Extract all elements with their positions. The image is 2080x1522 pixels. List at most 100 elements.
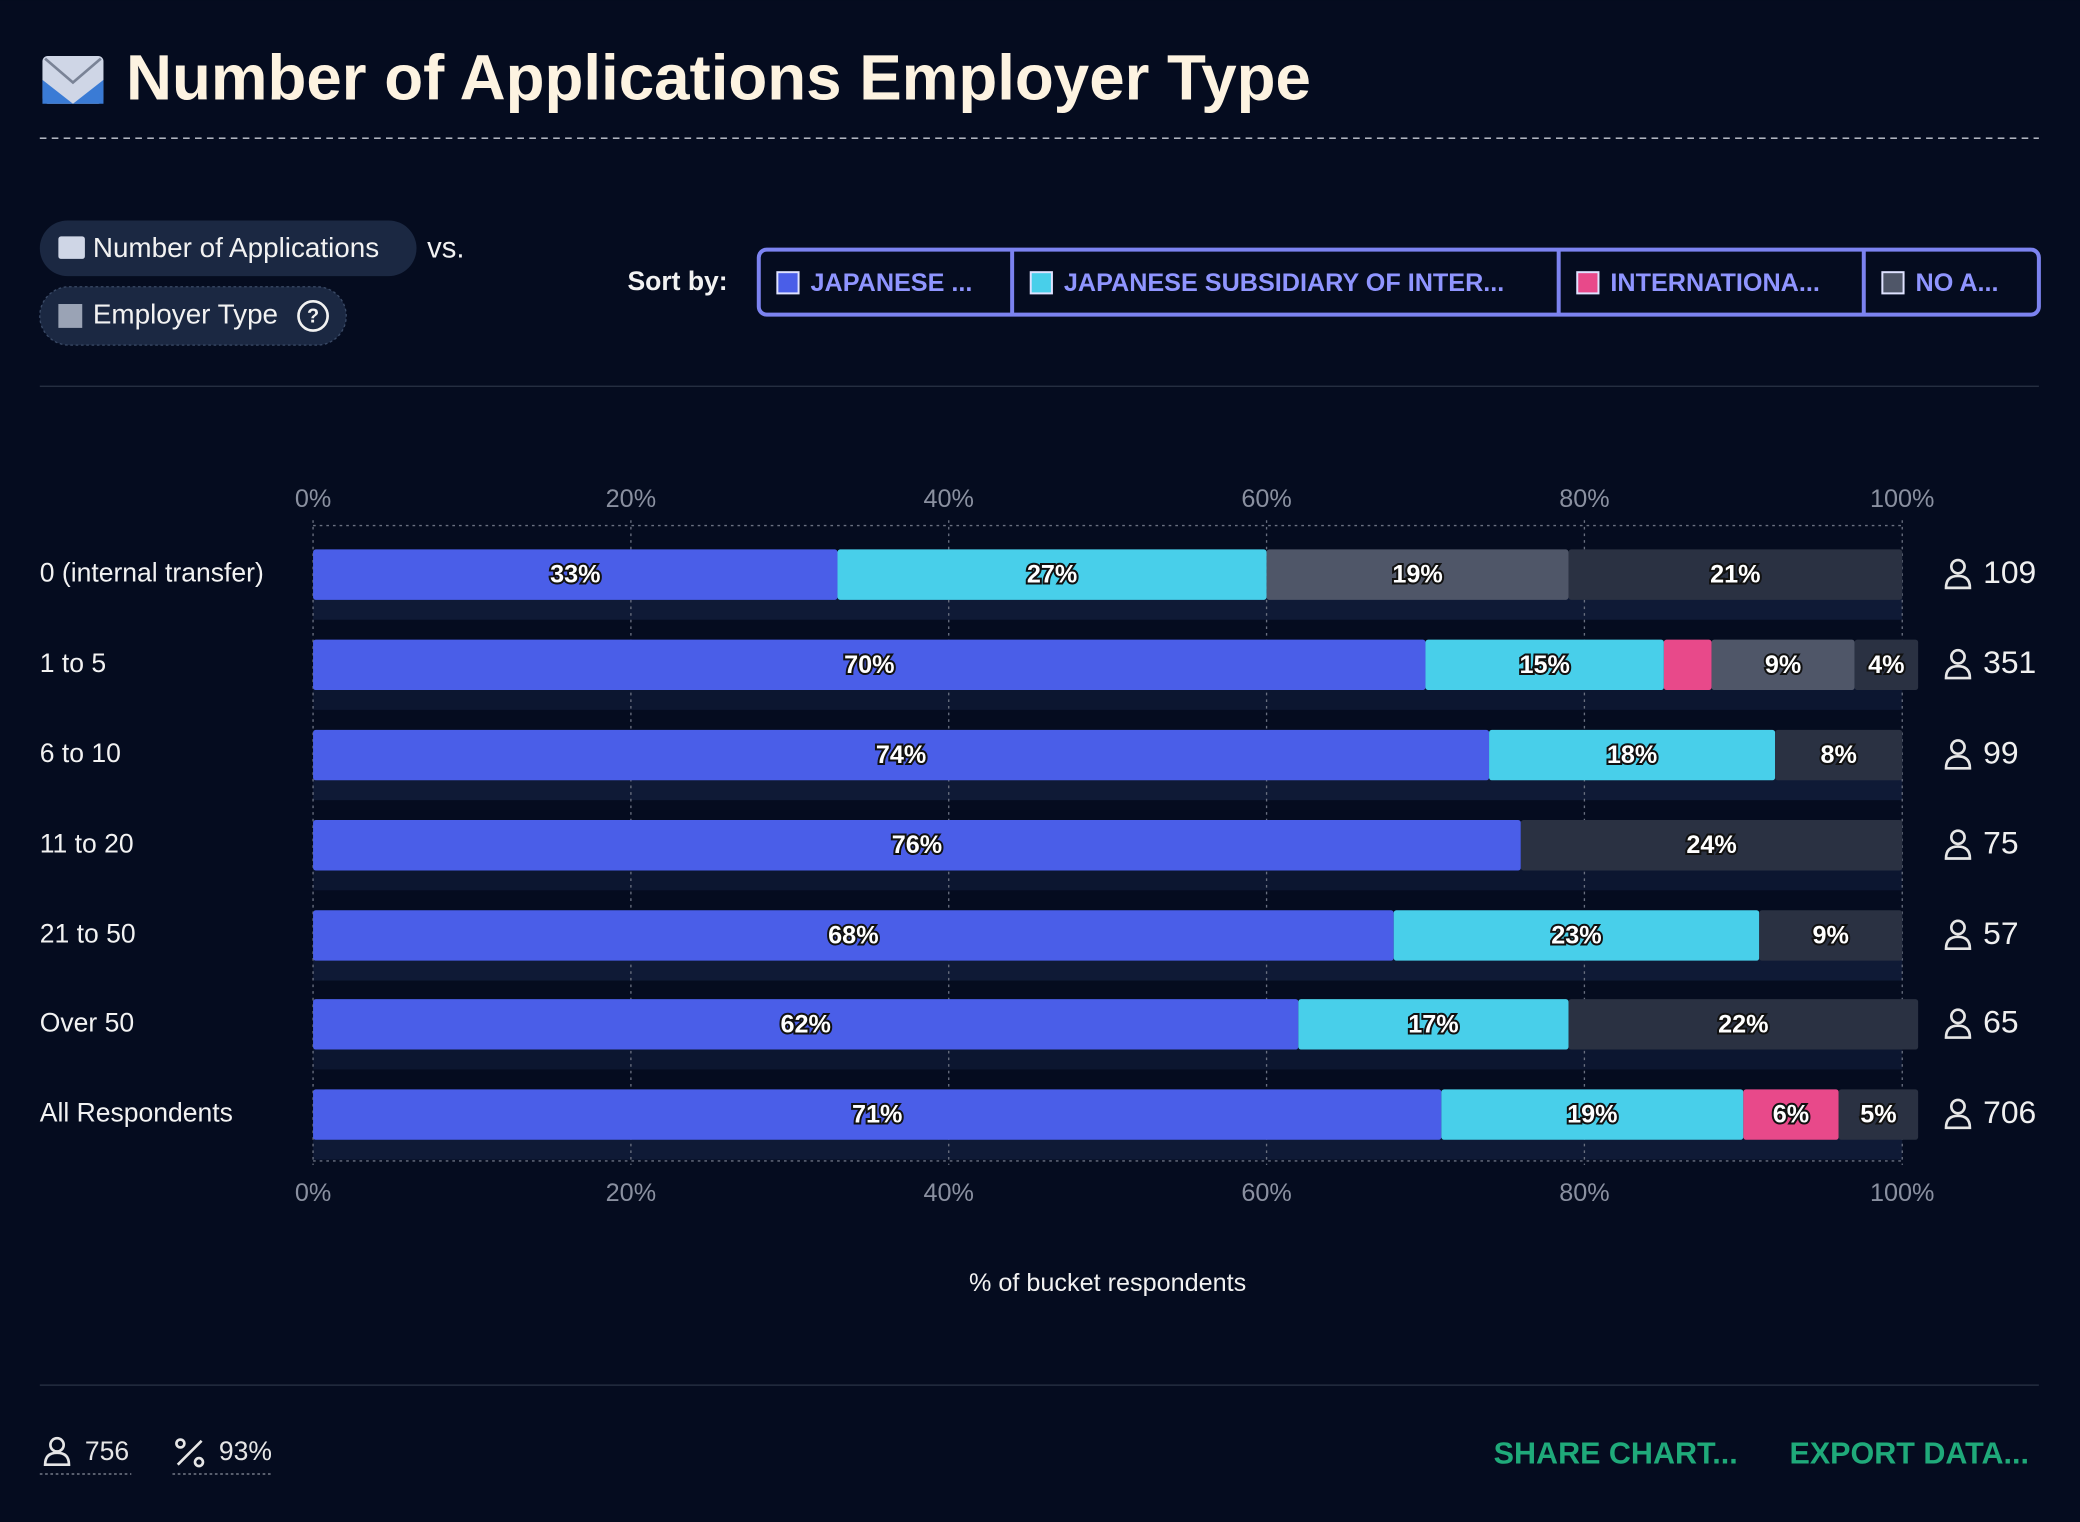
person-icon: [1944, 1098, 1972, 1130]
completion: 93%: [219, 1436, 272, 1466]
bar-segment: [837, 549, 1267, 600]
person-head: [1949, 829, 1966, 846]
bar-segment: [1520, 820, 1903, 871]
bar-segment: [1775, 729, 1903, 781]
data-label: 17%: [1408, 1010, 1458, 1038]
data-label: 23%: [1551, 921, 1601, 949]
bar-segment: [1838, 1089, 1919, 1140]
legend-swatch: [1029, 271, 1053, 295]
bar-segment: [1743, 1089, 1839, 1140]
respondent-count: 109: [1983, 554, 2036, 590]
person-icon: [1944, 648, 1972, 680]
help-icon[interactable]: [297, 300, 329, 332]
person-body: [1944, 664, 1972, 680]
x-tick-label: 0%: [295, 485, 331, 513]
person-body: [1944, 574, 1972, 590]
data-label: 6%: [1773, 1101, 1809, 1129]
legend-label[interactable]: INTERNATIONA...: [1610, 269, 1819, 297]
x-tick-label: 0%: [295, 1179, 331, 1207]
data-label: 19%: [1567, 1101, 1617, 1129]
percent-icon: [175, 1438, 205, 1468]
x-variable[interactable]: Number of Applications: [93, 232, 379, 263]
sort-box: [756, 247, 2041, 317]
data-label: 22%: [1718, 1010, 1768, 1038]
bar-segment: [1393, 910, 1760, 961]
data-label: 9%: [1765, 651, 1801, 679]
person-icon: [1944, 739, 1972, 770]
share-button[interactable]: SHARE CHART...: [1494, 1437, 1738, 1471]
x-axis-title: % of bucket respondents: [969, 1269, 1246, 1297]
data-label: 15%: [1519, 651, 1569, 679]
bar-segment: [313, 820, 1521, 871]
legend-swatch: [1881, 271, 1905, 295]
pill-icon: [58, 236, 85, 259]
bar-segment: [1298, 999, 1569, 1050]
person-body: [1944, 935, 1972, 951]
data-label: 18%: [1607, 741, 1657, 769]
x-tick-label: 40%: [924, 485, 974, 513]
bar-segment: [1568, 999, 1919, 1050]
respondent-count: 75: [1983, 825, 2018, 861]
y-tick-label: 0 (internal transfer): [40, 558, 264, 588]
data-label: 33%: [550, 561, 600, 589]
export-button[interactable]: EXPORT DATA...: [1789, 1437, 2029, 1471]
bar-segment: [1759, 910, 1903, 961]
person-icon: [1944, 1008, 1972, 1039]
person-body: [1944, 1114, 1972, 1130]
person-body: [1944, 755, 1972, 770]
x-tick-label: 40%: [924, 1179, 974, 1207]
bar-segment: [1568, 549, 1903, 600]
respondent-count: 65: [1983, 1004, 2018, 1040]
bar-segment: [313, 999, 1299, 1050]
help-mark: ?: [307, 306, 319, 328]
respondent-count: 99: [1983, 734, 2018, 770]
data-label: 74%: [876, 741, 926, 769]
bar-segment: [313, 549, 838, 600]
y-tick-label: 11 to 20: [40, 828, 134, 858]
person-head: [1949, 558, 1966, 575]
respondents: 756: [85, 1436, 129, 1466]
person-icon: [43, 1436, 71, 1467]
legend-swatch: [1576, 271, 1600, 295]
y-variable[interactable]: Employer Type: [93, 298, 278, 329]
data-label: 68%: [828, 921, 878, 949]
data-label: 62%: [780, 1010, 830, 1038]
variable-pill[interactable]: [39, 286, 347, 346]
bar-segment: [313, 729, 1490, 781]
person-body: [1944, 1024, 1972, 1039]
data-label: 19%: [1392, 561, 1442, 589]
respondent-count: 351: [1983, 644, 2036, 680]
person-head: [1949, 1098, 1966, 1115]
data-label: 5%: [1860, 1101, 1896, 1129]
person-head: [1949, 739, 1966, 756]
x-tick-label: 20%: [606, 1179, 656, 1207]
legend-label[interactable]: NO A...: [1916, 269, 1999, 297]
x-tick-label: 100%: [1870, 485, 1934, 513]
legend-swatch: [776, 271, 800, 295]
bar-segment: [313, 639, 1426, 691]
bar-segment: [1854, 639, 1919, 691]
data-label: 4%: [1868, 651, 1904, 679]
bar-segment: [1266, 549, 1569, 600]
person-body: [1944, 845, 1972, 860]
bar-segment: [313, 1089, 1442, 1140]
x-tick-label: 20%: [606, 485, 656, 513]
person-head: [1949, 1008, 1966, 1025]
x-tick-label: 60%: [1241, 1179, 1291, 1207]
variable-pill[interactable]: [39, 220, 417, 277]
person-head: [1949, 648, 1966, 665]
y-tick-label: 6 to 10: [40, 738, 121, 768]
person-icon: [1944, 558, 1972, 590]
legend-label[interactable]: JAPANESE SUBSIDIARY OF INTER...: [1064, 269, 1504, 297]
data-label: 9%: [1813, 921, 1849, 949]
bar-segment: [313, 910, 1394, 961]
data-label: 8%: [1820, 741, 1856, 769]
x-tick-label: 100%: [1870, 1179, 1934, 1207]
person-head: [1949, 919, 1966, 936]
data-label: 71%: [852, 1101, 902, 1129]
data-label: 27%: [1027, 561, 1077, 589]
title-icon: [42, 55, 104, 104]
legend-label[interactable]: JAPANESE ...: [811, 269, 973, 297]
